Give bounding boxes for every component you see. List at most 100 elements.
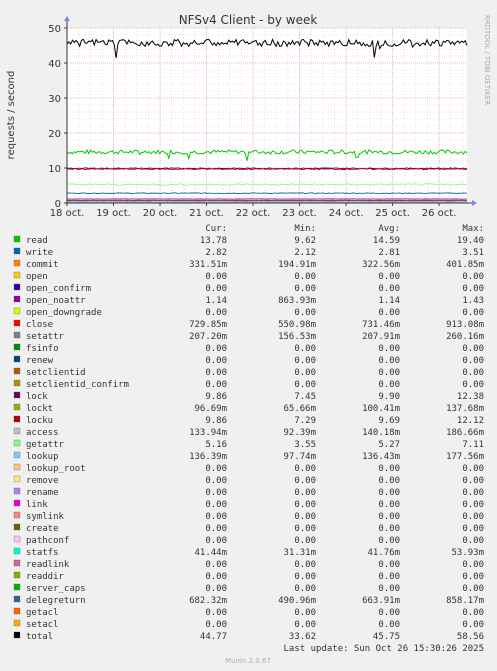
legend-value: 663.91m: [362, 596, 400, 606]
legend-swatch-lookup_root: [13, 463, 21, 471]
x-tick-label: 21 oct.: [189, 208, 224, 219]
legend-value: 3.51: [462, 248, 484, 258]
legend-value: 0.00: [462, 512, 484, 522]
legend-value: 33.62: [289, 632, 316, 642]
legend-value: 0.00: [294, 512, 316, 522]
legend-label-delegreturn: delegreturn: [26, 596, 86, 606]
legend-swatch-getattr: [13, 439, 21, 447]
legend-value: 0.00: [462, 560, 484, 570]
legend-value: 0.00: [205, 488, 227, 498]
legend-value: 0.00: [462, 308, 484, 318]
x-tick-label: 23 oct.: [282, 208, 317, 219]
x-tick-label: 25 oct.: [375, 208, 410, 219]
legend-value: 0.00: [462, 608, 484, 618]
legend-value: 31.31m: [283, 548, 316, 558]
series-line-getattr: [67, 183, 468, 186]
legend-value: 0.00: [378, 488, 400, 498]
legend-label-locku: locku: [26, 416, 53, 426]
y-tick-label: 20: [48, 129, 61, 140]
legend-value: 322.56m: [362, 260, 400, 270]
x-tick-label: 26 oct.: [422, 208, 457, 219]
legend-header: Cur:: [205, 224, 227, 234]
legend-value: 0.00: [462, 464, 484, 474]
legend-value: 1.14: [205, 296, 227, 306]
legend-value: 682.32m: [189, 596, 227, 606]
legend-swatch-fsinfo: [13, 343, 21, 351]
legend-value: 550.98m: [278, 320, 316, 330]
legend-value: 0.00: [205, 536, 227, 546]
legend-value: 0.00: [378, 560, 400, 570]
legend-value: 207.91m: [362, 332, 400, 342]
legend-header: Max:: [462, 224, 484, 234]
legend-value: 863.93m: [278, 296, 316, 306]
legend-swatch-server_caps: [13, 583, 21, 591]
legend-value: 45.75: [373, 632, 400, 642]
side-credit: RRDTOOL / TOBI OETIKER: [483, 15, 491, 105]
legend-value: 92.39m: [283, 428, 316, 438]
legend-label-setclientid: setclientid: [26, 368, 86, 378]
legend-value: 100.41m: [362, 404, 400, 414]
legend-value: 0.00: [294, 500, 316, 510]
legend-value: 0.00: [462, 356, 484, 366]
legend-value: 7.11: [462, 440, 484, 450]
legend-value: 0.00: [378, 356, 400, 366]
legend-value: 0.00: [462, 500, 484, 510]
x-tick-label: 22 oct.: [236, 208, 271, 219]
legend-swatch-write: [13, 247, 21, 255]
legend-value: 41.44m: [194, 548, 227, 558]
legend-label-symlink: symlink: [26, 512, 65, 522]
legend-swatch-setclientid: [13, 367, 21, 375]
legend-value: 2.82: [205, 248, 227, 258]
legend-swatch-remove: [13, 475, 21, 483]
legend-swatch-total: [13, 631, 21, 639]
legend-value: 65.66m: [283, 404, 316, 414]
legend-value: 0.00: [205, 560, 227, 570]
legend-value: 0.00: [462, 284, 484, 294]
legend-value: 9.62: [294, 236, 316, 246]
legend-value: 186.66m: [446, 428, 484, 438]
legend-swatch-readdir: [13, 571, 21, 579]
legend-value: 0.00: [378, 380, 400, 390]
x-axis-arrow: [472, 200, 477, 206]
legend-value: 0.00: [294, 272, 316, 282]
x-tick-label: 19 oct.: [96, 208, 131, 219]
legend-label-read: read: [26, 236, 48, 246]
legend-header: Min:: [294, 224, 316, 234]
legend-swatch-open_downgrade: [13, 307, 21, 315]
legend-label-remove: remove: [26, 476, 59, 486]
legend-label-server_caps: server_caps: [26, 584, 86, 594]
legend-value: 0.00: [294, 560, 316, 570]
legend-value: 13.78: [200, 236, 227, 246]
legend-value: 9.86: [205, 392, 227, 402]
legend-value: 0.00: [462, 476, 484, 486]
legend-value: 731.46m: [362, 320, 400, 330]
legend-swatch-setattr: [13, 331, 21, 339]
legend-value: 0.00: [205, 380, 227, 390]
legend-value: 0.00: [378, 572, 400, 582]
legend-value: 0.00: [294, 620, 316, 630]
legend-value: 0.00: [462, 524, 484, 534]
legend-swatch-delegreturn: [13, 595, 21, 603]
legend-value: 913.08m: [446, 320, 484, 330]
legend-value: 0.00: [378, 512, 400, 522]
legend-swatch-open_confirm: [13, 283, 21, 291]
legend-value: 0.00: [462, 488, 484, 498]
legend-value: 0.00: [294, 524, 316, 534]
legend-value: 96.69m: [194, 404, 227, 414]
chart-title: NFSv4 Client - by week: [179, 13, 318, 27]
legend-value: 9.90: [378, 392, 400, 402]
legend-value: 137.68m: [446, 404, 484, 414]
legend-label-lock: lock: [26, 392, 48, 402]
legend-value: 12.12: [457, 416, 484, 426]
legend-value: 0.00: [205, 308, 227, 318]
legend-header: Avg:: [378, 224, 400, 234]
last-update: Last update: Sun Oct 26 15:30:26 2025: [284, 644, 484, 654]
y-axis-arrow: [64, 16, 70, 21]
y-tick-label: 40: [48, 59, 61, 70]
legend-value: 0.00: [378, 308, 400, 318]
legend-value: 12.38: [457, 392, 484, 402]
legend-value: 331.51m: [189, 260, 227, 270]
legend-value: 0.00: [205, 608, 227, 618]
legend-value: 140.18m: [362, 428, 400, 438]
